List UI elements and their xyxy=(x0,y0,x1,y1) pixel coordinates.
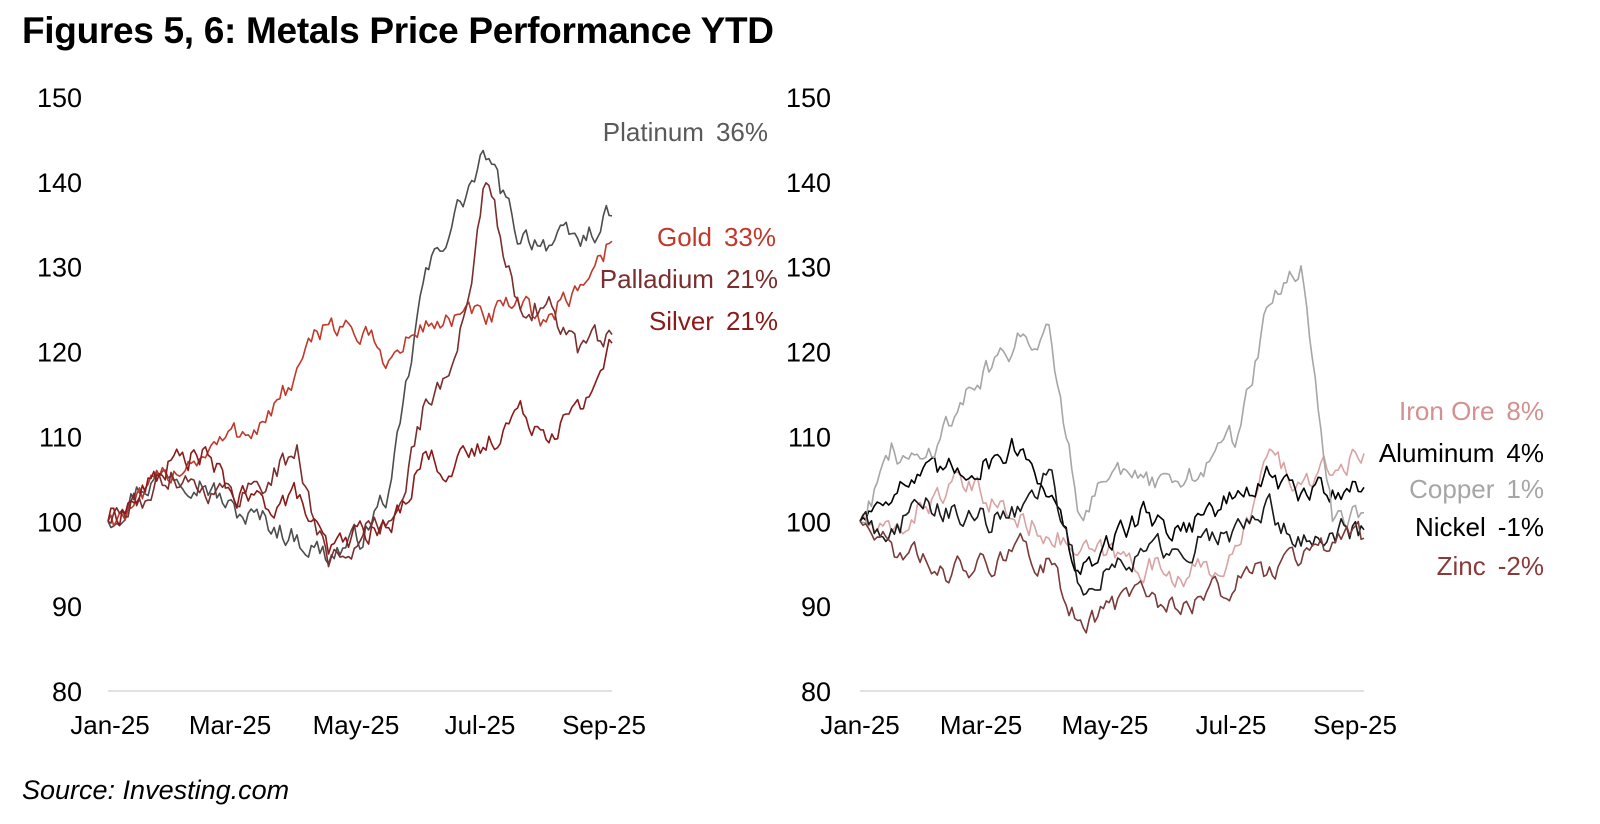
y-tick-label: 90 xyxy=(801,592,831,622)
x-tick-label: Jul-25 xyxy=(1196,710,1267,740)
precious-metals-chart: 80 90 100 110 120 130 140 150 Jan-25 Mar-25 May-25… xyxy=(37,83,778,740)
y-tick-label: 100 xyxy=(37,507,82,537)
series-label-name: Platinum xyxy=(603,117,704,147)
series-label-name: Copper xyxy=(1409,474,1495,504)
series-label-name: Silver xyxy=(649,306,714,336)
x-tick-label: Sep-25 xyxy=(562,710,646,740)
y-tick-label: 120 xyxy=(37,338,82,368)
x-tick-label: Jan-25 xyxy=(70,710,150,740)
x-tick-label: Mar-25 xyxy=(940,710,1022,740)
series-label-pct: 8% xyxy=(1506,396,1544,426)
base-metals-chart: 80 90 100 110 120 130 140 150 Jan-25 Mar-25 May-25… xyxy=(786,83,1544,740)
series-label-platinum: Platinum 36% xyxy=(603,117,768,147)
y-tick-label: 90 xyxy=(52,592,82,622)
y-tick-label: 130 xyxy=(786,253,831,283)
series-label-pct: 4% xyxy=(1506,438,1544,468)
series-label-name: Zinc xyxy=(1437,551,1486,581)
series-line-zinc xyxy=(859,520,1365,634)
series-label-pct: 21% xyxy=(726,306,778,336)
series-line-silver xyxy=(107,338,613,555)
series-label-pct: -1% xyxy=(1498,512,1544,542)
y-tick-label: 150 xyxy=(37,83,82,113)
series-label-nickel: Nickel -1% xyxy=(1415,512,1544,542)
series-label-name: Iron Ore xyxy=(1399,396,1494,426)
series-label-palladium: Palladium 21% xyxy=(600,264,778,294)
x-tick-label: May-25 xyxy=(313,710,400,740)
series-label-copper: Copper 1% xyxy=(1409,474,1544,504)
x-tick-label: Sep-25 xyxy=(1313,710,1397,740)
series-line-palladium xyxy=(107,182,613,568)
series-line-iron-ore xyxy=(859,448,1365,588)
series-label-pct: 21% xyxy=(726,264,778,294)
series-label-pct: 1% xyxy=(1506,474,1544,504)
series-line-nickel xyxy=(859,468,1365,596)
series-label-name: Nickel xyxy=(1415,512,1486,542)
y-tick-label: 110 xyxy=(39,422,82,452)
series-line-aluminum xyxy=(859,437,1365,576)
y-tick-label: 140 xyxy=(37,168,82,198)
series-label-name: Aluminum xyxy=(1379,438,1495,468)
series-label-zinc: Zinc -2% xyxy=(1437,551,1544,581)
series-line-platinum xyxy=(107,149,613,566)
series-label-name: Gold xyxy=(657,222,712,252)
x-tick-label: Jan-25 xyxy=(820,710,900,740)
x-tick-label: Mar-25 xyxy=(189,710,271,740)
series-label-iron-ore: Iron Ore 8% xyxy=(1399,396,1544,426)
source-note: Source: Investing.com xyxy=(22,775,290,805)
series-label-pct: 33% xyxy=(724,222,776,252)
series-label-name: Palladium xyxy=(600,264,714,294)
y-tick-label: 120 xyxy=(786,338,831,368)
series-label-aluminum: Aluminum 4% xyxy=(1379,438,1544,468)
x-tick-label: Jul-25 xyxy=(445,710,516,740)
y-tick-label: 100 xyxy=(786,507,831,537)
series-label-pct: 36% xyxy=(716,117,768,147)
y-tick-label: 130 xyxy=(37,253,82,283)
x-tick-label: May-25 xyxy=(1062,710,1149,740)
y-tick-label: 110 xyxy=(788,422,831,452)
series-label-silver: Silver 21% xyxy=(649,306,778,336)
series-label-gold: Gold 33% xyxy=(657,222,776,252)
y-tick-label: 80 xyxy=(801,677,831,707)
series-line-copper xyxy=(859,264,1365,530)
figure-title: Figures 5, 6: Metals Price Performance Y… xyxy=(22,10,774,51)
y-tick-label: 150 xyxy=(786,83,831,113)
series-label-pct: -2% xyxy=(1498,551,1544,581)
y-tick-label: 80 xyxy=(52,677,82,707)
series-line-gold xyxy=(107,240,613,527)
y-tick-label: 140 xyxy=(786,168,831,198)
